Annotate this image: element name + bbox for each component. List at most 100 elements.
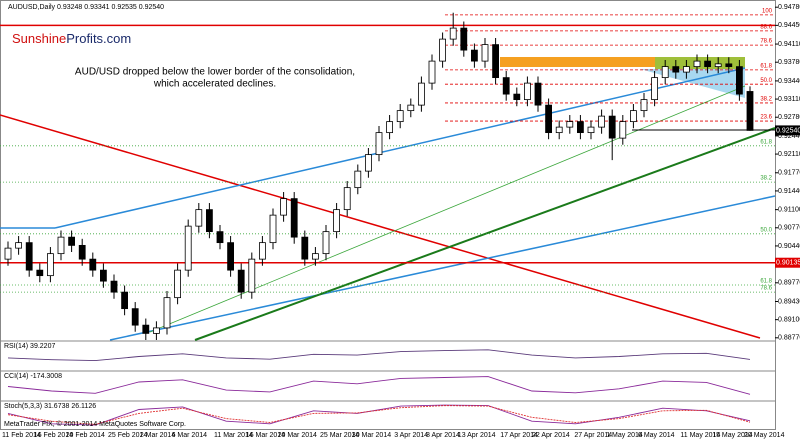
- x-tick-label: 20 May 2014: [744, 432, 785, 439]
- x-tick-label: 1 May 2014: [606, 432, 643, 439]
- x-tick-label: 3 Apr 2014: [394, 432, 428, 439]
- candle-body: [683, 66, 690, 73]
- candle-body: [258, 242, 266, 260]
- candle-body: [15, 242, 23, 249]
- x-tick-label: 22 Apr 2014: [532, 432, 570, 439]
- trend-line: [194, 127, 776, 341]
- fib-label: 38.2: [760, 96, 772, 102]
- x-tick-label: 30 Mar 2014: [352, 432, 391, 439]
- price-marker-label: 0.92540: [776, 127, 800, 134]
- logo: SunshineProfits.com: [12, 31, 131, 46]
- fib-label: 50.0: [760, 227, 772, 233]
- indicator-title: RSI(14) 39.2207: [4, 343, 55, 350]
- x-tick-label: 8 Apr 2014: [426, 432, 460, 439]
- candle-body: [4, 247, 12, 260]
- candle-body: [25, 242, 33, 271]
- candle-body: [100, 269, 107, 282]
- x-tick-label: 11 Mar 2014: [214, 432, 253, 439]
- candle-body: [587, 126, 595, 134]
- resistance-zone: [500, 57, 745, 67]
- trend-line: [0, 114, 761, 339]
- candle-body: [195, 209, 203, 227]
- candle-body: [36, 269, 44, 277]
- logo-part: Profits.com: [66, 31, 131, 46]
- candle-body: [174, 269, 182, 299]
- fib-label: 78.6: [760, 39, 772, 45]
- x-tick-label: 17 Apr 2014: [500, 432, 538, 439]
- candle-body: [428, 60, 436, 84]
- x-tick-label: 20 Mar 2014: [278, 432, 317, 439]
- candle-body: [375, 132, 383, 156]
- fib-label: 61.8: [760, 139, 772, 145]
- candle-body: [68, 236, 75, 246]
- frame: [0, 0, 776, 430]
- candle-body: [630, 110, 637, 123]
- trend-line: [109, 195, 776, 341]
- x-tick-label: 25 Mar 2014: [320, 432, 359, 439]
- candle-body: [407, 104, 415, 112]
- candle-body: [280, 198, 288, 216]
- candle-body: [216, 231, 224, 244]
- candle-body: [619, 121, 627, 139]
- candle-body: [555, 126, 563, 134]
- indicator-line: [7, 376, 751, 395]
- fib-label: 50.0: [760, 78, 772, 84]
- indicator-line: [7, 404, 751, 426]
- x-tick-label: 11 Feb 2014: [2, 432, 41, 439]
- trend-line: [54, 67, 746, 229]
- logo-part: Sunshine: [12, 31, 66, 46]
- candle-body: [524, 82, 531, 101]
- candle-body: [343, 187, 351, 211]
- candle-body: [714, 63, 722, 68]
- candle-body: [661, 66, 669, 79]
- candle-body: [460, 27, 468, 51]
- candle-body: [152, 327, 160, 334]
- candle-body: [47, 253, 54, 277]
- candle-body: [725, 63, 733, 68]
- chart-title: AUDUSD,Daily 0.93248 0.93341 0.92535 0.9…: [8, 4, 164, 11]
- candle-body: [142, 324, 150, 334]
- indicator-title: Stoch(5,3,3) 31.6738 26.1126: [4, 403, 96, 410]
- candle-body: [131, 308, 139, 326]
- candle-body: [513, 93, 521, 101]
- candle-body: [746, 91, 754, 131]
- x-tick-label: 20 Feb 2014: [66, 432, 105, 439]
- x-tick-label: 13 Apr 2014: [458, 432, 496, 439]
- fib-label: 78.6: [760, 286, 772, 292]
- candle-body: [672, 66, 680, 73]
- candle-body: [449, 27, 457, 40]
- candle-body: [736, 66, 743, 95]
- annotation: AUD/USD dropped below the lower border o…: [75, 67, 355, 78]
- x-tick-label: 6 Mar 2014: [172, 432, 208, 439]
- price-marker: [775, 257, 800, 268]
- candle-body: [110, 280, 118, 293]
- candle-body: [333, 209, 341, 233]
- candle-body: [354, 170, 362, 189]
- fib-label: 23.6: [760, 115, 772, 121]
- x-tick-label: 2 Mar 2014: [140, 432, 176, 439]
- candle-body: [322, 231, 330, 255]
- y-tick-label: 0.88770: [778, 335, 800, 342]
- candle-body: [545, 104, 552, 134]
- candle-body: [121, 291, 128, 310]
- candle-body: [290, 198, 298, 238]
- fib-label: 61.8: [760, 63, 772, 69]
- candle-body: [184, 225, 192, 271]
- candle-body: [78, 244, 86, 260]
- fib-label: 38.2: [760, 176, 772, 182]
- candle-body: [386, 121, 394, 134]
